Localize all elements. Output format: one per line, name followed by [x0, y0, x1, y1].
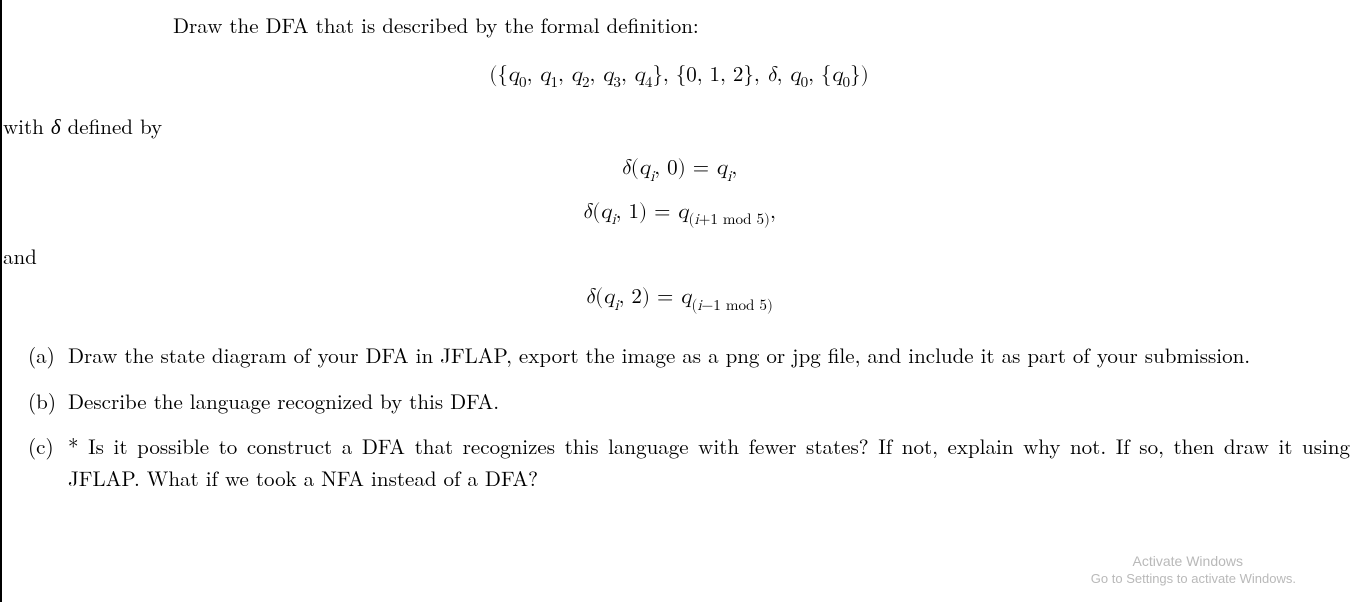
part-c: (c) * Is it possible to construct a DFA …	[28, 431, 1358, 494]
tuple-close: })	[850, 65, 869, 86]
open-paren: (	[631, 158, 639, 179]
part-a: (a) Draw the state diagram of your DFA i…	[28, 340, 1358, 372]
sep: ,	[590, 65, 603, 86]
and-text: and	[0, 241, 1358, 273]
tuple-mid4: , {	[808, 65, 831, 86]
part-c-body: Is it possible to construct a DFA that r…	[68, 431, 1350, 493]
part-b: (b) Describe the language recognized by …	[28, 386, 1358, 418]
start-state-q: q	[789, 65, 800, 86]
part-c-star: *	[68, 431, 88, 461]
part-c-label: (c)	[28, 431, 68, 463]
state-q0-q: q	[508, 65, 519, 86]
part-a-text: Draw the state diagram of your DFA in JF…	[68, 340, 1358, 372]
rhs-q: q	[680, 287, 691, 308]
tuple-open: ({	[489, 65, 508, 86]
delta-intro-prefix: with	[3, 111, 51, 141]
delta-rule-1: δ(qi, 1) = q(i+1 mod 5),	[0, 197, 1358, 231]
part-c-text: * Is it possible to construct a DFA that…	[68, 431, 1358, 494]
delta-rule-0: δ(qi, 0) = qi,	[0, 153, 1358, 187]
state-q0-sub: 0	[519, 75, 527, 90]
delta-sym: δ	[582, 202, 592, 223]
parts-list: (a) Draw the state diagram of your DFA i…	[0, 340, 1358, 494]
sep: ,	[621, 65, 634, 86]
state-q4-q: q	[634, 65, 645, 86]
start-state-sub: 0	[801, 75, 809, 90]
state-q3-sub: 3	[613, 75, 621, 90]
close-eq: ) =	[639, 202, 677, 223]
part-a-label: (a)	[28, 340, 68, 372]
delta-sym: δ	[585, 287, 595, 308]
delta-rule-2: δ(qi, 2) = q(i−1 mod 5)	[0, 282, 1358, 316]
sep: ,	[619, 287, 632, 308]
sep: ,	[558, 65, 571, 86]
delta-symbol: δ	[767, 65, 777, 86]
left-border	[0, 0, 2, 602]
i-sub: i	[614, 298, 618, 313]
tuple-mid1: }, {	[652, 65, 686, 86]
sep: ,	[527, 65, 540, 86]
part-b-label: (b)	[28, 386, 68, 418]
q-var: q	[603, 287, 614, 308]
sep: ,	[616, 202, 629, 223]
rhs-sub-i: i	[697, 298, 701, 313]
state-q1-q: q	[539, 65, 550, 86]
state-q2-sub: 2	[582, 75, 590, 90]
rhs-sub-i: i	[694, 212, 698, 227]
delta-intro-line: with δ defined by	[0, 111, 1358, 143]
close-eq: ) =	[678, 158, 716, 179]
i-sub: i	[650, 169, 654, 184]
rhs-sub-op: −1 mod 5)	[702, 298, 773, 313]
tail: ,	[731, 158, 737, 179]
tuple-mid2: },	[743, 65, 766, 86]
input-sym: 2	[631, 287, 642, 308]
part-b-text: Describe the language recognized by this…	[68, 386, 1358, 418]
state-q4-sub: 4	[645, 75, 653, 90]
alphabet: 0, 1, 2	[686, 65, 743, 86]
input-sym: 1	[628, 202, 639, 223]
rhs-q: q	[677, 202, 688, 223]
delta-sym: δ	[621, 158, 631, 179]
close-eq: ) =	[642, 287, 680, 308]
rhs-sub-op: +1 mod 5)	[699, 212, 770, 227]
windows-watermark-subtitle: Go to Settings to activate Windows.	[1091, 569, 1296, 589]
final-state-q: q	[831, 65, 842, 86]
rhs-sub: i	[727, 169, 731, 184]
sep: ,	[654, 158, 667, 179]
q-var: q	[600, 202, 611, 223]
tail: ,	[770, 202, 776, 223]
q-var: q	[639, 158, 650, 179]
dfa-tuple-formula: ({q0, q1, q2, q3, q4}, {0, 1, 2}, δ, q0,…	[0, 60, 1358, 94]
document-content: Draw the DFA that is described by the fo…	[0, 0, 1358, 494]
state-q2-q: q	[571, 65, 582, 86]
state-q1-sub: 1	[550, 75, 558, 90]
tuple-mid3: ,	[777, 65, 790, 86]
state-q3-q: q	[602, 65, 613, 86]
intro-text: Draw the DFA that is described by the fo…	[0, 10, 1358, 42]
i-sub: i	[611, 212, 615, 227]
rhs-q: q	[716, 158, 727, 179]
delta-intro-suffix: defined by	[61, 111, 163, 141]
input-sym: 0	[667, 158, 678, 179]
final-state-sub: 0	[843, 75, 851, 90]
delta-intro-var: δ	[51, 111, 61, 141]
